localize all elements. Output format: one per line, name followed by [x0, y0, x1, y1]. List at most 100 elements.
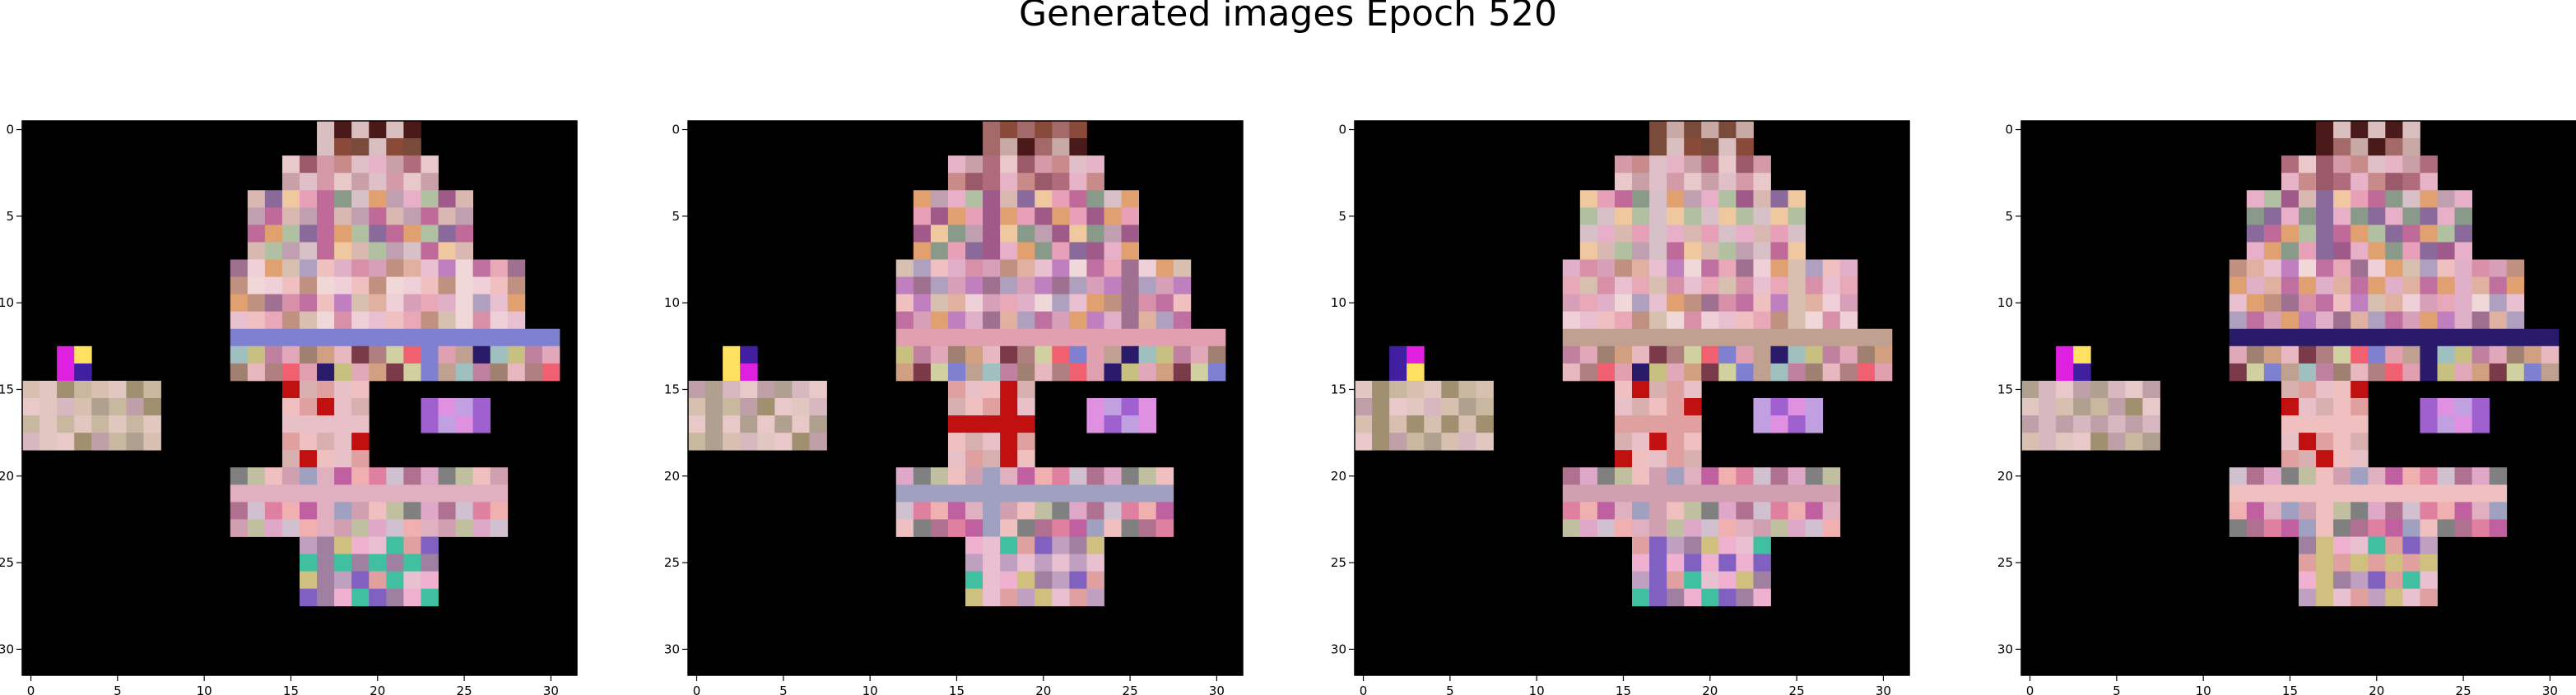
pixel-cell [2316, 345, 2334, 364]
pixel-cell [455, 484, 474, 503]
pixel-cell [421, 502, 439, 520]
pixel-cell [264, 276, 283, 295]
pixel-cell [1052, 190, 1070, 208]
pixel-cell [351, 450, 370, 468]
pixel-region-2 [1614, 155, 1771, 191]
pixel-cell [1579, 294, 1598, 313]
pixel-cell [1736, 571, 1754, 590]
pixel-cell [300, 294, 318, 313]
pixel-cell [965, 155, 983, 174]
pixel-cell [403, 519, 421, 537]
pixel-cell [300, 225, 318, 243]
pixel-cell [1788, 502, 1806, 520]
pixel-cell [386, 190, 404, 208]
pixel-cell [1138, 502, 1157, 520]
pixel-cell [1069, 190, 1087, 208]
pixel-cell [1701, 345, 1719, 364]
pixel-cell [57, 380, 75, 399]
pixel-cell [2506, 345, 2525, 364]
pixel-cell [1788, 242, 1806, 260]
pixel-cell [1000, 380, 1018, 399]
pixel-cell [2021, 415, 2039, 433]
pixel-cell [1052, 276, 1070, 295]
pixel-cell [1052, 173, 1070, 191]
pixel-cell [1000, 138, 1018, 156]
pixel-cell [74, 415, 92, 433]
pixel-cell [334, 519, 352, 537]
pixel-cell [2316, 571, 2334, 590]
pixel-cell [1017, 190, 1035, 208]
pixel-cell [1138, 276, 1157, 295]
pixel-cell [1770, 363, 1788, 382]
pixel-cell [1000, 398, 1018, 416]
pixel-cell [386, 519, 404, 537]
pixel-cell [1753, 311, 1771, 330]
x-tick-label: 30 [2542, 683, 2558, 695]
pixel-cell [1441, 398, 1459, 416]
pixel-cell [1173, 328, 1192, 347]
pixel-region-6 [1389, 345, 1425, 382]
pixel-cell [1736, 155, 1754, 174]
pixel-cell [1701, 363, 1719, 382]
pixel-cell [895, 259, 914, 277]
pixel-cell [983, 259, 1001, 277]
pixel-cell [2420, 328, 2438, 347]
pixel-cell [2385, 571, 2403, 590]
pixel-cell [438, 276, 456, 295]
pixel-cell [2316, 259, 2334, 277]
pixel-cell [524, 328, 543, 347]
pixel-cell [688, 398, 706, 416]
y-tick-label: 25 [664, 555, 680, 570]
pixel-cell [2299, 345, 2317, 364]
pixel-cell [369, 328, 387, 347]
pixel-cell [438, 502, 456, 520]
pixel-region-5 [230, 328, 560, 382]
pixel-cell [1104, 242, 1122, 260]
pixel-cell [264, 484, 283, 503]
pixel-cell [895, 328, 914, 347]
pixel-cell [983, 276, 1001, 295]
pixel-cell [438, 294, 456, 313]
pixel-cell [965, 345, 983, 364]
pixel-cell [1000, 363, 1018, 382]
pixel-cell [2333, 398, 2351, 416]
pixel-cell [317, 571, 335, 590]
pixel-cell [369, 363, 387, 382]
pixel-cell [403, 484, 421, 503]
pixel-cell [281, 502, 300, 520]
pixel-cell [2402, 467, 2420, 485]
pixel-cell [421, 588, 439, 607]
pixel-cell [947, 345, 966, 364]
pixel-cell [1839, 276, 1858, 295]
pixel-cell [247, 484, 266, 503]
pixel-cell [1701, 242, 1719, 260]
pixel-cell [965, 588, 983, 607]
pixel-cell [1000, 207, 1018, 225]
pixel-cell [983, 398, 1001, 416]
pixel-cell [1035, 207, 1053, 225]
pixel-cell [2299, 294, 2317, 313]
pixel-cell [740, 363, 758, 382]
pixel-cell [1069, 363, 1087, 382]
pixel-cell [1155, 259, 1174, 277]
pixel-cell [1649, 571, 1667, 590]
pixel-cell [230, 311, 249, 330]
pixel-cell [1424, 433, 1442, 451]
pixel-cell [2541, 328, 2560, 347]
pixel-cell [965, 450, 983, 468]
pixel-cell [490, 519, 509, 537]
pixel-cell [386, 363, 404, 382]
pixel-cell [1207, 345, 1226, 364]
pixel-cell [2437, 294, 2455, 313]
pixel-cell [386, 294, 404, 313]
pixel-cell [1701, 588, 1719, 607]
pixel-cell [1667, 225, 1685, 243]
pixel-cell [2420, 519, 2438, 537]
pixel-cell [1822, 484, 1841, 503]
pixel-cell [2350, 155, 2369, 174]
pixel-cell [983, 433, 1001, 451]
pixel-cell [723, 398, 741, 416]
pixel-cell [2229, 519, 2248, 537]
pixel-cell [2437, 259, 2455, 277]
